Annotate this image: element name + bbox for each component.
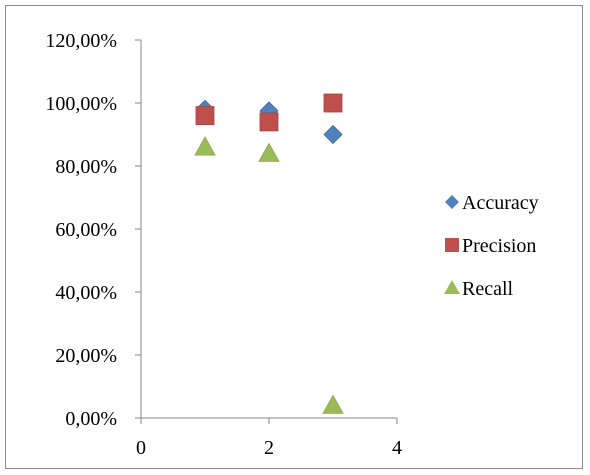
legend-item-precision: Precision [445,235,536,257]
legend-label-recall: Recall [462,278,514,300]
x-tick-label: 0 [136,437,146,459]
y-tick-label: 20,00% [55,345,117,367]
axes [135,39,398,424]
y-axis-tick-labels: 0,00% 20,00% 40,00% 60,00% 80,00% 100,00% 120,… [45,30,117,430]
chart-frame [5,5,583,469]
y-tick-label: 120,00% [45,30,117,52]
legend-item-accuracy: Accuracy [445,192,539,214]
precision-point [195,106,215,125]
legend-marker-triangle [444,280,460,294]
legend-label-precision: Precision [462,235,536,257]
legend-item-recall: Recall [444,278,514,300]
y-tick-label: 80,00% [55,156,117,178]
precision-point [259,112,279,132]
x-tick-label: 2 [264,437,274,459]
legend-marker-square [445,238,459,252]
x-axis-tick-labels: 0 2 4 [136,437,402,459]
y-tick-label: 60,00% [55,219,117,241]
y-tick-label: 40,00% [55,282,117,304]
legend-marker-diamond [445,195,459,209]
accuracy-point [323,124,343,145]
recall-point [322,394,344,414]
x-tick-label: 4 [392,437,402,459]
y-tick-label: 0,00% [65,408,117,430]
data-points [194,93,344,414]
recall-point [258,142,280,162]
recall-point [194,136,216,156]
y-tick-label: 100,00% [45,93,117,115]
legend-label-accuracy: Accuracy [462,192,539,214]
legend: Accuracy Precision Recall [444,192,539,300]
precision-point [323,93,343,113]
